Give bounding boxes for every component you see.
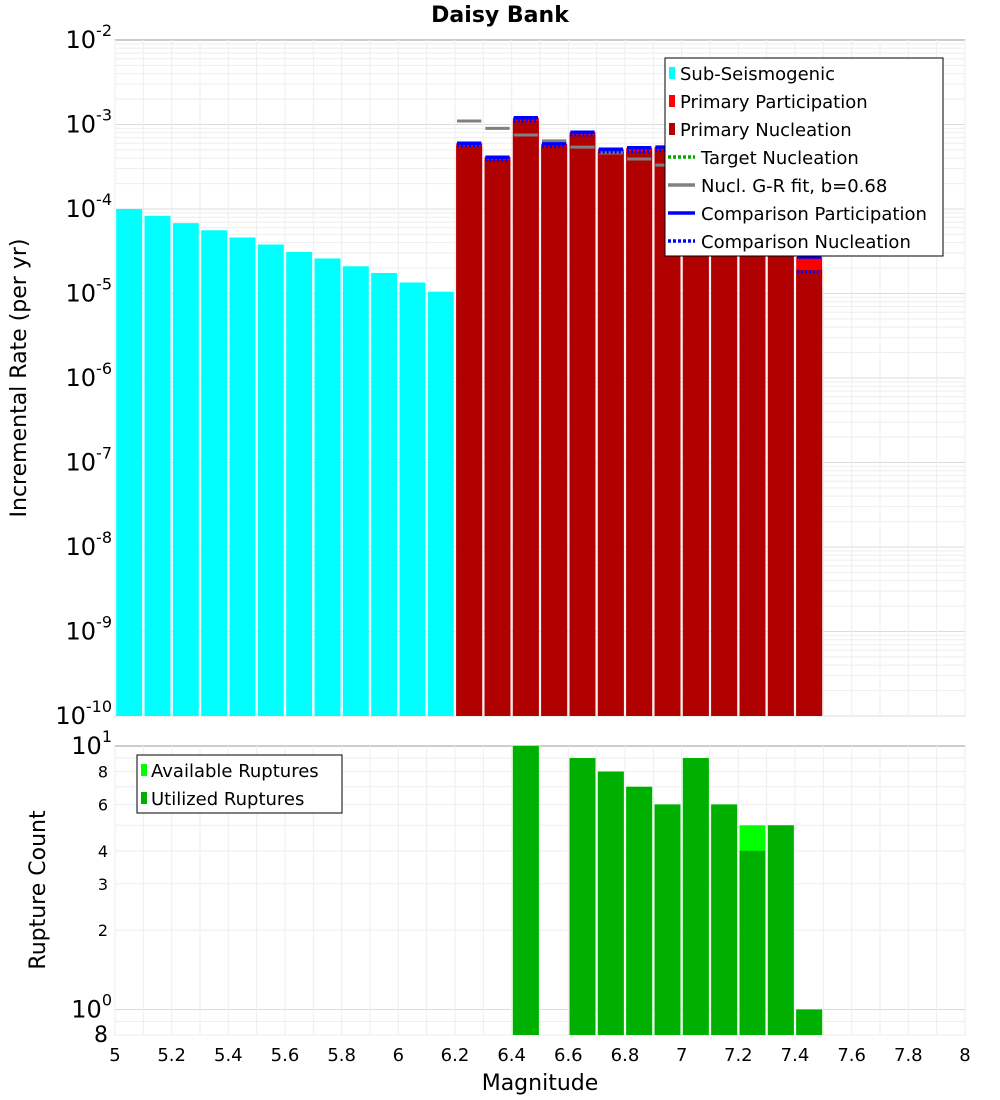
y-tick-label: 10-10 xyxy=(55,697,112,730)
bar xyxy=(229,237,256,717)
bar xyxy=(739,850,766,1035)
top-y-tick-labels: 10-10 10-9 10-8 10-7 10-6 10-5 10-4 10-3 10-2 xyxy=(55,21,112,730)
y-tick-label: 2 xyxy=(98,921,108,940)
x-tick-label: 7.8 xyxy=(894,1045,923,1066)
y-tick-label: 3 xyxy=(98,875,108,894)
top-plot: 10-10 10-9 10-8 10-7 10-6 10-5 10-4 10-3 10-2 Da… xyxy=(7,3,966,730)
bar xyxy=(512,121,539,716)
bar xyxy=(626,151,653,716)
y-tick-label: 8 xyxy=(98,763,108,782)
y-tick-label: 10-6 xyxy=(66,359,113,392)
x-tick-label: 7.6 xyxy=(837,1045,866,1066)
legend-label: Utilized Ruptures xyxy=(151,789,304,810)
x-tick-label: 5 xyxy=(109,1045,120,1066)
bar xyxy=(682,758,709,1035)
x-tick-label: 5.4 xyxy=(214,1045,243,1066)
bar xyxy=(456,145,483,717)
top-legend: Sub-Seismogenic Primary Participation Prim… xyxy=(664,57,944,257)
bottom-y-axis-label: Rupture Count xyxy=(26,810,51,970)
x-tick-labels: 5 5.2 5.4 5.6 5.8 6 6.2 6.4 6.6 6.8 7 7.2 7.4 7.6 7.8 8 xyxy=(109,1045,970,1066)
legend-swatch xyxy=(669,123,675,135)
bar xyxy=(597,152,624,716)
x-tick-label: 5.2 xyxy=(157,1045,186,1066)
bar xyxy=(371,272,398,716)
x-tick-label: 7.4 xyxy=(781,1045,810,1066)
y-tick-label: 10-3 xyxy=(66,106,113,139)
y-tick-label: 10-2 xyxy=(66,21,113,54)
bottom-legend: Available Ruptures Utilized Ruptures xyxy=(136,754,343,814)
bar xyxy=(116,209,143,716)
bar xyxy=(257,244,284,716)
bar xyxy=(342,266,369,716)
top-y-axis-label: Incremental Rate (per yr) xyxy=(7,239,32,518)
y-tick-label: 4 xyxy=(98,842,108,861)
x-tick-label: 5.8 xyxy=(327,1045,356,1066)
legend-label: Comparison Participation xyxy=(701,204,927,225)
bar xyxy=(484,160,511,716)
bar xyxy=(314,258,341,716)
legend-swatch xyxy=(669,67,675,79)
y-tick-label: 100 xyxy=(71,990,112,1023)
legend-swatch xyxy=(669,95,675,107)
x-tick-label: 6.4 xyxy=(497,1045,526,1066)
bar xyxy=(796,1009,823,1035)
x-tick-label: 5.6 xyxy=(271,1045,300,1066)
y-tick-label: 10-7 xyxy=(66,444,113,477)
x-axis-label: Magnitude xyxy=(482,1071,599,1096)
bar xyxy=(286,251,313,717)
legend-label: Primary Nucleation xyxy=(680,120,852,141)
y-tick-label: 10-9 xyxy=(66,613,113,646)
chart-title: Daisy Bank xyxy=(431,3,570,28)
bottom-grid xyxy=(114,746,966,1036)
bar xyxy=(796,269,823,716)
bar xyxy=(626,786,653,1035)
bottom-plot: 101 100 2 3 4 6 8 8 5 5.2 5.4 5.6 5.8 6 6.2 6.4 6.6 6.8 7… xyxy=(26,727,971,1096)
legend-label: Nucl. G-R fit, b=0.68 xyxy=(701,176,887,197)
y-tick-label: 101 xyxy=(71,727,112,760)
bottom-y-tick-labels: 101 100 2 3 4 6 8 8 xyxy=(71,727,112,1048)
bottom-bars xyxy=(512,746,823,1035)
legend-label: Available Ruptures xyxy=(151,761,319,782)
legend-swatch xyxy=(141,792,147,804)
x-tick-label: 7.2 xyxy=(724,1045,753,1066)
bar xyxy=(711,804,738,1035)
bar xyxy=(201,230,228,716)
legend-label: Primary Participation xyxy=(680,92,868,113)
y-tick-label: 10-8 xyxy=(66,528,113,561)
legend-swatch xyxy=(141,764,147,776)
y-tick-label: 8 xyxy=(94,1023,108,1048)
bar xyxy=(144,215,171,717)
x-tick-label: 6 xyxy=(393,1045,404,1066)
bar xyxy=(569,135,596,717)
y-tick-label: 10-4 xyxy=(66,190,113,223)
legend-label: Target Nucleation xyxy=(700,148,859,169)
x-tick-label: 6.6 xyxy=(554,1045,583,1066)
bar xyxy=(427,291,454,716)
x-tick-label: 7 xyxy=(676,1045,687,1066)
y-tick-label: 10-5 xyxy=(66,275,113,308)
bar xyxy=(597,771,624,1035)
legend-label: Comparison Nucleation xyxy=(701,232,911,253)
x-tick-label: 8 xyxy=(959,1045,970,1066)
x-tick-label: 6.8 xyxy=(611,1045,640,1066)
bar xyxy=(399,282,426,716)
bar xyxy=(739,166,766,716)
bar xyxy=(767,825,794,1035)
bar xyxy=(512,746,539,1035)
x-tick-label: 6.2 xyxy=(441,1045,470,1066)
bar xyxy=(172,223,199,716)
bar xyxy=(767,210,794,716)
bar xyxy=(569,758,596,1035)
bar xyxy=(541,146,568,717)
y-tick-label: 6 xyxy=(98,795,108,814)
bar xyxy=(654,804,681,1035)
legend-label: Sub-Seismogenic xyxy=(680,64,835,85)
